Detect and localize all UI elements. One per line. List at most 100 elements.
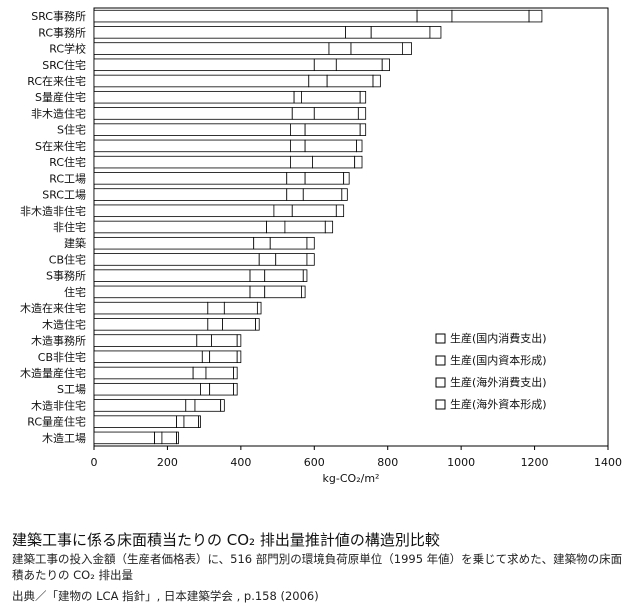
category-label: 木造住宅 — [42, 317, 86, 331]
bar-segment-series-1 — [93, 74, 310, 88]
bar-segment-series-1 — [93, 188, 288, 201]
bar-segment-series-2 — [290, 139, 306, 153]
legend-swatch — [435, 333, 446, 344]
x-tick-label: 0 — [91, 456, 98, 469]
bar-segment-series-1 — [93, 431, 155, 445]
bar-segment-series-1 — [93, 107, 293, 120]
bar-segment-series-3 — [161, 431, 178, 445]
bar-segment-series-2 — [286, 188, 304, 201]
category-label: 非木造住宅 — [31, 106, 86, 120]
category-label: S事務所 — [46, 269, 86, 283]
bar-segment-series-3 — [264, 285, 302, 299]
bar-segment-series-1 — [93, 90, 295, 104]
bar-segment-series-4 — [401, 42, 412, 55]
category-label: S住宅 — [57, 123, 86, 137]
bar-segment-series-4 — [359, 90, 367, 104]
x-tick-label: 200 — [157, 456, 178, 469]
bar-segment-series-4 — [354, 155, 363, 169]
bar-segment-series-4 — [198, 415, 201, 428]
bar-segment-series-2 — [258, 253, 277, 266]
caption-description: 建築工事の投入金額（生産者価格表）に、516 部門別の環境負荷原単位（1995 … — [12, 552, 623, 582]
bar-segment-series-3 — [209, 382, 234, 396]
bar-segment-series-3 — [304, 139, 357, 153]
bar-segment-series-1 — [93, 399, 187, 412]
bar-segment-series-3 — [304, 123, 361, 136]
bar-segment-series-2 — [291, 107, 315, 120]
bar-segment-series-4 — [236, 350, 242, 364]
bar-segment-series-2 — [328, 42, 352, 55]
bar-segment-series-3 — [370, 26, 431, 39]
category-label: 非住宅 — [53, 220, 86, 234]
bar-segment-series-3 — [194, 399, 222, 412]
category-label: RC事務所 — [38, 25, 86, 39]
bar-segment-series-1 — [93, 269, 251, 282]
bar-segment-series-2 — [200, 382, 211, 396]
bar-segment-series-1 — [93, 415, 178, 428]
bar-segment-series-4 — [255, 318, 260, 331]
bar-segment-series-3 — [205, 366, 234, 380]
bar-segment-series-4 — [335, 204, 345, 218]
x-tick-label: 1200 — [521, 456, 549, 469]
bar-segment-series-4 — [306, 253, 315, 266]
bar-segment-series-3 — [326, 74, 374, 88]
category-label: RC住宅 — [49, 155, 86, 169]
bar-segment-series-4 — [429, 26, 442, 39]
bar-segment-series-1 — [93, 42, 330, 55]
legend-label: 生産(海外消費支出) — [450, 375, 547, 389]
bar-segment-series-2 — [253, 236, 271, 250]
bar-segment-series-2 — [176, 415, 185, 428]
bar-segment-series-3 — [301, 90, 361, 104]
bar-segment-series-4 — [359, 123, 367, 136]
category-label: RC工場 — [49, 172, 86, 185]
bar-segment-series-1 — [93, 220, 267, 234]
bar-segment-series-2 — [290, 123, 306, 136]
bar-segment-series-4 — [256, 301, 262, 315]
bar-segment-series-3 — [451, 9, 530, 23]
bar-segment-series-4 — [356, 139, 363, 153]
bar-segment-series-2 — [273, 204, 293, 218]
bar-segment-series-4 — [236, 334, 242, 347]
bar-segment-series-1 — [93, 350, 203, 364]
bar-segment-series-2 — [266, 220, 286, 234]
legend-swatch — [435, 355, 446, 366]
bar-segment-series-3 — [291, 204, 337, 218]
bar-segment-series-2 — [207, 301, 225, 315]
bar-segment-series-3 — [312, 155, 356, 169]
bar-segment-series-4 — [381, 58, 390, 72]
bar-segment-series-4 — [341, 188, 348, 201]
category-label: S在来住宅 — [35, 139, 86, 153]
bar-segment-series-3 — [211, 334, 238, 347]
bar-segment-series-2 — [416, 9, 453, 23]
legend: 生産(国内消費支出) 生産(国内資本形成) 生産(海外消費支出) 生産(海外資本形成) — [435, 331, 547, 411]
category-label: RC量産住宅 — [27, 415, 86, 429]
bar-segment-series-3 — [284, 220, 326, 234]
bar-segment-series-3 — [350, 42, 403, 55]
bar-segment-series-1 — [93, 253, 260, 266]
bar-segment-series-1 — [93, 285, 251, 299]
bar-segment-series-2 — [308, 74, 328, 88]
bar-segment-series-1 — [93, 204, 275, 218]
bar-segment-series-1 — [93, 382, 201, 396]
category-label: 木造在来住宅 — [20, 301, 86, 315]
bar-segment-series-3 — [222, 318, 256, 331]
category-label: S工場 — [57, 383, 86, 396]
category-label: 住宅 — [64, 285, 86, 299]
bar-segment-series-1 — [93, 334, 198, 347]
plot-area — [93, 7, 609, 447]
bar-segment-series-1 — [93, 58, 315, 72]
bar-segment-series-1 — [93, 301, 209, 315]
x-tick-label: 400 — [230, 456, 251, 469]
bar-segment-series-3 — [269, 236, 308, 250]
bar-segment-series-2 — [249, 269, 266, 282]
category-label: CB非住宅 — [38, 350, 86, 364]
bar-segment-series-3 — [302, 188, 343, 201]
bar-segment-series-3 — [183, 415, 200, 428]
bar-segment-series-2 — [286, 172, 306, 185]
legend-label: 生産(海外資本形成) — [450, 397, 547, 411]
category-label: 木造非住宅 — [31, 398, 86, 412]
x-tick-label: 1000 — [447, 456, 475, 469]
bar-segment-series-4 — [233, 382, 238, 396]
x-tick-label: 1400 — [594, 456, 622, 469]
category-label: 木造量産住宅 — [20, 366, 86, 380]
category-label: 非木造非住宅 — [20, 204, 86, 218]
